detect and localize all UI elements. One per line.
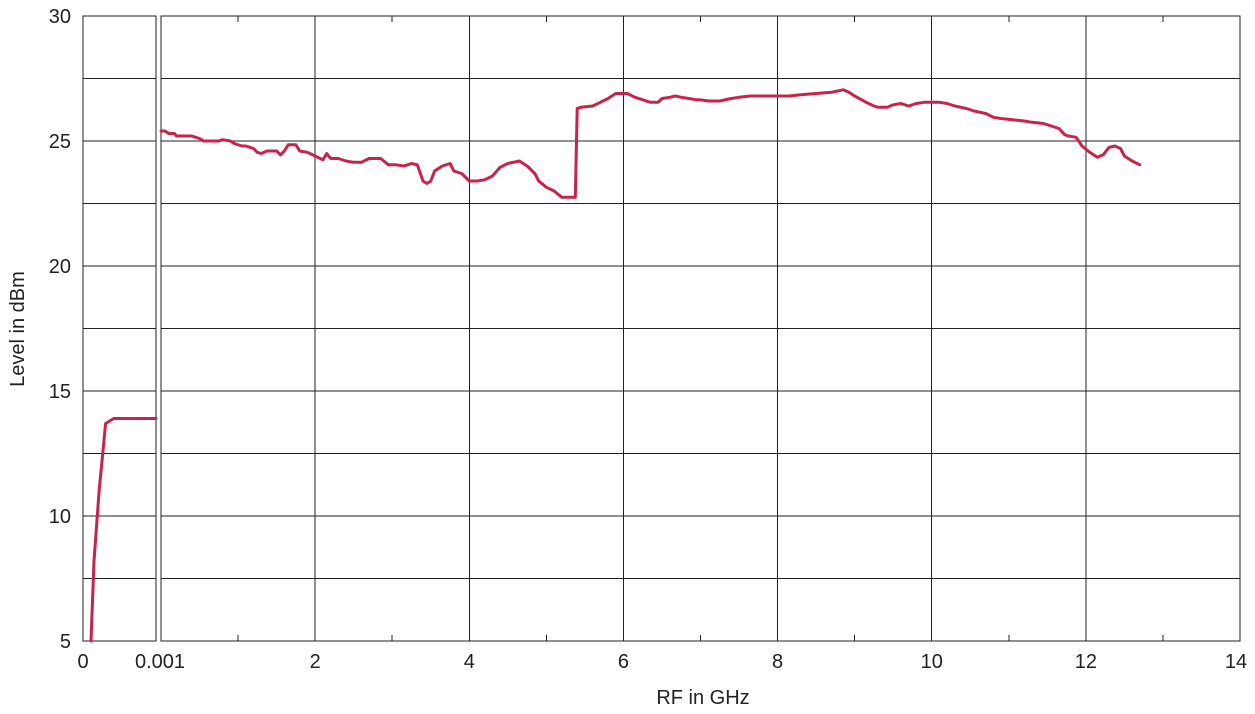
x-tick-label-low: 0 <box>77 651 88 673</box>
main-panel-frame <box>160 15 1241 642</box>
x-tick-label: 8 <box>772 651 783 673</box>
plot-frame <box>82 15 1241 642</box>
x-tick-label: 10 <box>921 651 943 673</box>
series-layer <box>89 88 1142 643</box>
grid <box>83 16 1240 641</box>
y-axis-ticks: 5 10 15 20 25 30 <box>49 6 71 653</box>
y-tick-label: 30 <box>49 6 71 28</box>
x-tick-label: 12 <box>1075 651 1097 673</box>
y-axis-title: Level in dBm <box>7 271 29 387</box>
series-line-low-0 <box>89 417 158 643</box>
series-line-main-0 <box>159 88 1142 199</box>
y-tick-label: 20 <box>49 256 71 278</box>
y-tick-label: 25 <box>49 131 71 153</box>
low-panel-frame <box>82 15 157 642</box>
x-tick-label: 2 <box>310 651 321 673</box>
x-axis-title: RF in GHz <box>656 687 749 709</box>
x-tick-label-low: 0.001 <box>135 651 185 673</box>
x-tick-label: 6 <box>618 651 629 673</box>
x-axis-ticks: 0 0.001 2 4 6 8 10 12 14 <box>77 651 1247 673</box>
y-tick-label: 10 <box>49 506 71 528</box>
y-tick-label: 5 <box>60 631 71 653</box>
x-tick-label: 14 <box>1225 651 1247 673</box>
x-tick-label: 4 <box>464 651 475 673</box>
y-tick-label: 15 <box>49 381 71 403</box>
